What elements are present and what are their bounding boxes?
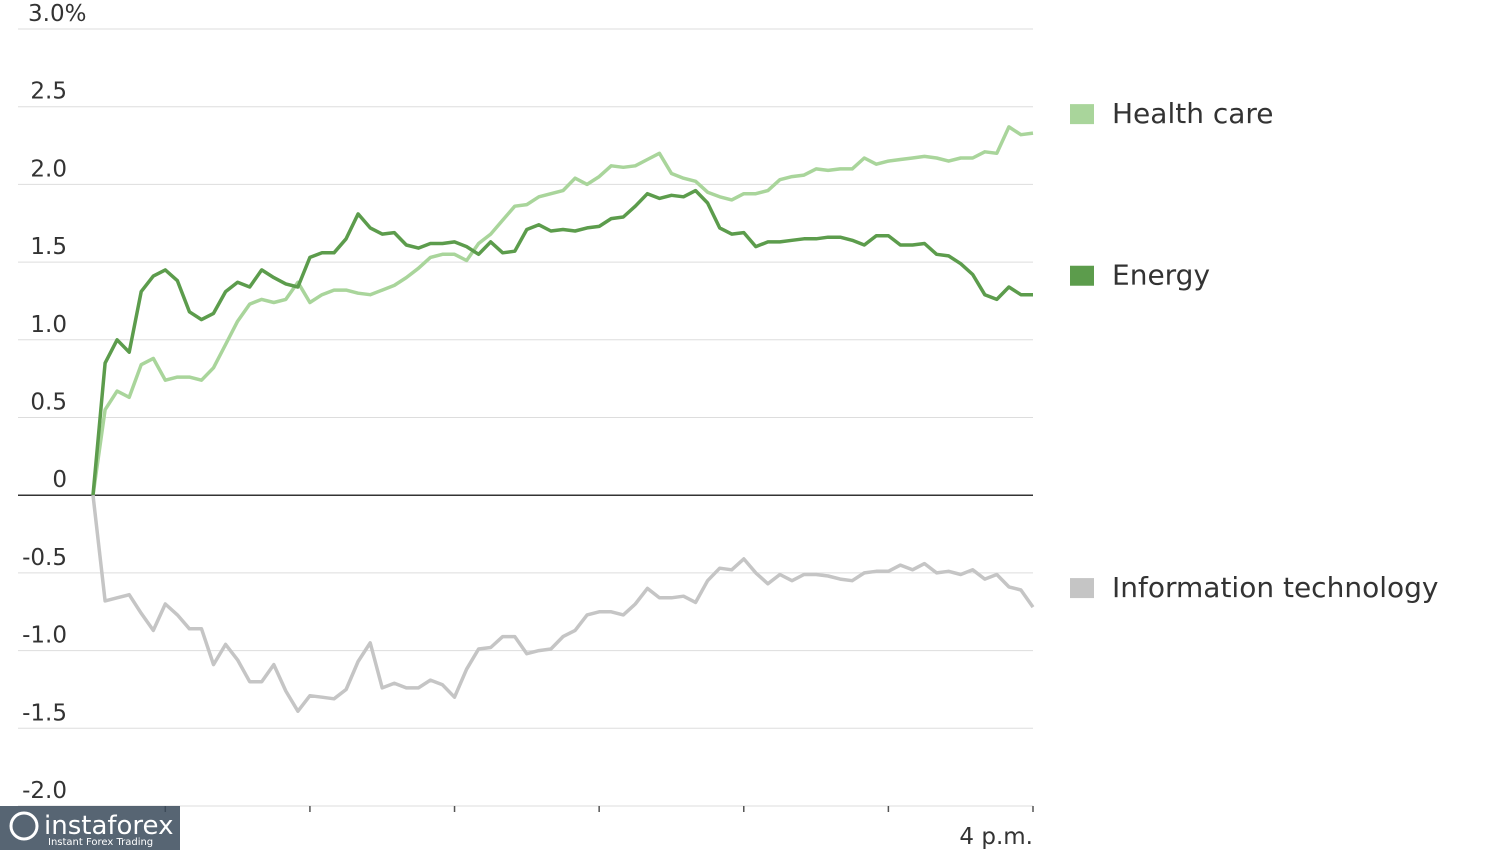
legend-label: Health care [1112, 97, 1274, 130]
watermark-tagline: Instant Forex Trading [48, 837, 153, 848]
legend-swatch [1070, 265, 1094, 286]
series-line [91, 188, 1033, 496]
y-tick-label: 2.5 [30, 79, 67, 105]
y-tick-label: 1.0 [30, 312, 67, 338]
y-tick-label: -2.0 [22, 778, 67, 804]
watermark: instaforex Instant Forex Trading [0, 806, 180, 850]
y-tick-label: 3.0% [28, 1, 86, 27]
legend-swatch [1070, 578, 1094, 599]
legend-swatch [1070, 104, 1094, 125]
series-line [91, 495, 1035, 713]
watermark-brand: instaforex [44, 811, 173, 841]
y-tick-label: -1.0 [22, 623, 67, 649]
legend-label: Information technology [1112, 571, 1438, 604]
y-tick-label: -0.5 [22, 545, 67, 571]
y-tick-label: 0 [52, 467, 67, 493]
series-line [91, 125, 1034, 496]
y-tick-label: -1.5 [22, 700, 67, 726]
legend-label: Energy [1112, 259, 1210, 292]
y-tick-label: 0.5 [30, 390, 67, 416]
x-tick-label: 4 p.m. [959, 824, 1033, 850]
y-tick-label: 2.0 [30, 156, 67, 182]
watermark-icon [9, 811, 39, 841]
y-tick-label: 1.5 [30, 234, 67, 260]
